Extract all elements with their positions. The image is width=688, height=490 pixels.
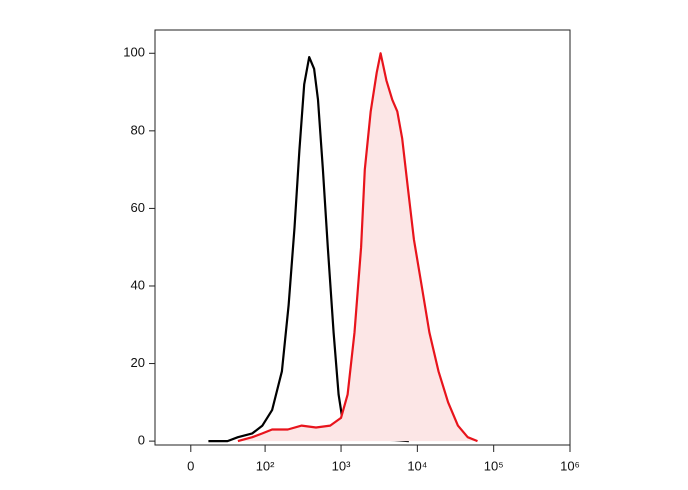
y-tick-label: 20 bbox=[131, 355, 145, 370]
y-tick-label: 80 bbox=[131, 122, 145, 137]
y-tick-label: 60 bbox=[131, 200, 145, 215]
y-tick-label: 0 bbox=[138, 433, 145, 448]
x-tick-label: 0 bbox=[187, 458, 194, 473]
y-tick-label: 40 bbox=[131, 277, 145, 292]
x-tick-label: 10² bbox=[256, 458, 275, 473]
x-tick-label: 10³ bbox=[332, 458, 351, 473]
histogram-line bbox=[237, 52, 478, 443]
x-tick-label: 10⁶ bbox=[560, 458, 580, 473]
x-tick-label: 10⁵ bbox=[484, 458, 504, 473]
x-tick-label: 10⁴ bbox=[407, 458, 427, 473]
plot-frame bbox=[154, 29, 571, 446]
y-tick-label: 100 bbox=[123, 45, 145, 60]
